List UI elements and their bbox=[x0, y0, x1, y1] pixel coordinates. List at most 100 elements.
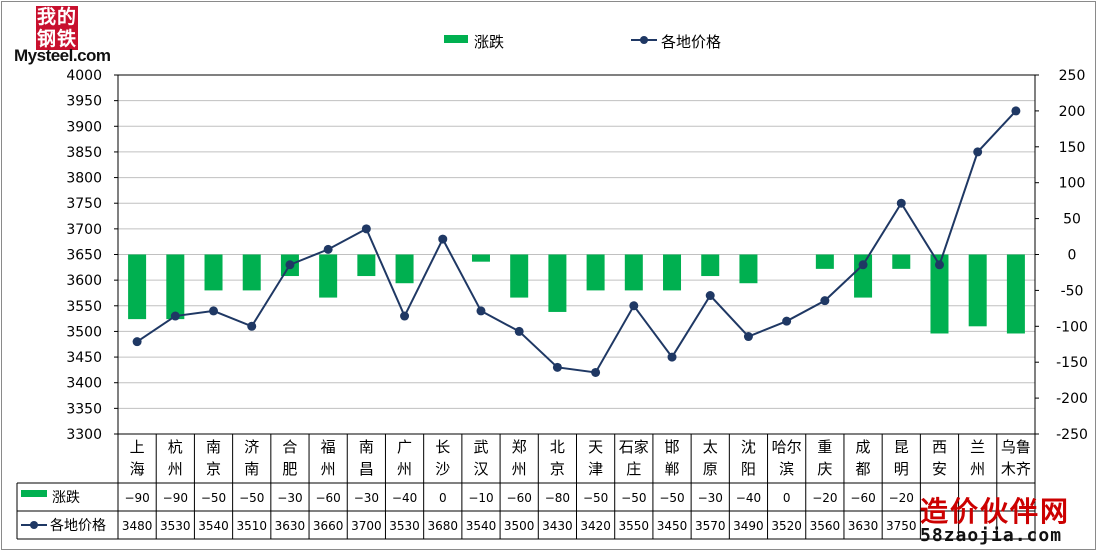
category-label-bottom: 汉 bbox=[473, 460, 488, 478]
category-label-top: 杭 bbox=[168, 438, 183, 456]
category-label-bottom: 庆 bbox=[817, 460, 832, 478]
bar-21 bbox=[930, 254, 949, 334]
y-right-tick-label: 0 bbox=[1068, 248, 1077, 264]
table-change-cell: 0 bbox=[783, 491, 791, 505]
bar-0 bbox=[128, 254, 147, 320]
category-label-bottom: 南 bbox=[244, 460, 259, 478]
table-price-cell: 3750 bbox=[886, 519, 917, 533]
category-label-bottom: 京 bbox=[206, 460, 221, 478]
legend-label-change: 涨跌 bbox=[474, 33, 504, 51]
table-price-cell: 3550 bbox=[619, 519, 650, 533]
category-label-top: 郑 bbox=[512, 438, 527, 456]
price-point-23 bbox=[1011, 106, 1021, 116]
bar-1 bbox=[166, 254, 185, 320]
category-label-bottom: 州 bbox=[970, 460, 985, 478]
price-point-16 bbox=[743, 332, 753, 342]
category-label-bottom: 州 bbox=[397, 460, 412, 478]
table-price-cell: 3530 bbox=[160, 519, 191, 533]
y-right-tick-label: -100 bbox=[1056, 319, 1088, 335]
category-label-top: 乌鲁 bbox=[1001, 438, 1031, 456]
y-left-tick-label: 3650 bbox=[66, 248, 102, 264]
category-label-top: 成 bbox=[856, 438, 871, 456]
category-label-top: 南 bbox=[359, 438, 374, 456]
table-price-cell: 3530 bbox=[389, 519, 420, 533]
bar-9 bbox=[471, 254, 490, 262]
y-left-tick-label: 3700 bbox=[66, 222, 102, 238]
price-point-5 bbox=[323, 244, 333, 254]
table-change-cell: −50 bbox=[621, 491, 646, 505]
table-price-cell: 3660 bbox=[313, 519, 344, 533]
logo-chinese: 我的 钢铁 bbox=[36, 6, 79, 50]
category-label-top: 济 bbox=[244, 438, 259, 456]
table-change-cell: −10 bbox=[468, 491, 493, 505]
y-right-tick-label: 200 bbox=[1059, 104, 1086, 120]
bar-6 bbox=[357, 254, 376, 277]
y-left-tick-label: 3950 bbox=[66, 94, 102, 110]
y-left-tick-label: 3300 bbox=[66, 427, 102, 443]
table-price-cell: 3510 bbox=[236, 519, 267, 533]
price-point-18 bbox=[820, 296, 830, 306]
table-price-cell: 3540 bbox=[466, 519, 497, 533]
price-point-19 bbox=[858, 260, 868, 270]
watermark-chinese: 造价伙伴网 bbox=[920, 495, 1071, 528]
category-label-top: 兰 bbox=[970, 438, 985, 456]
table-price-cell: 3450 bbox=[657, 519, 688, 533]
table-row-header-change: 涨跌 bbox=[52, 490, 80, 506]
category-label-top: 邯 bbox=[665, 438, 680, 456]
y-left-tick-label: 3400 bbox=[66, 376, 102, 392]
category-label-bottom: 安 bbox=[932, 460, 947, 478]
category-label-top: 天 bbox=[588, 438, 603, 456]
category-label-top: 南 bbox=[206, 438, 221, 456]
category-label-bottom: 阳 bbox=[741, 460, 756, 478]
category-label-top: 上 bbox=[130, 438, 145, 456]
category-label-bottom: 州 bbox=[168, 460, 183, 478]
bar-23 bbox=[1006, 254, 1025, 334]
table-change-cell: −30 bbox=[277, 491, 302, 505]
category-label-bottom: 都 bbox=[856, 460, 871, 478]
price-point-2 bbox=[209, 306, 219, 316]
bar-7 bbox=[395, 254, 414, 284]
category-label-bottom: 沙 bbox=[435, 460, 450, 478]
bar-19 bbox=[854, 254, 873, 298]
table-legend-line-marker bbox=[30, 521, 38, 529]
price-point-7 bbox=[400, 311, 410, 321]
table-price-cell: 3560 bbox=[810, 519, 841, 533]
price-point-11 bbox=[552, 362, 562, 372]
category-label-top: 北 bbox=[550, 438, 565, 456]
table-change-cell: −20 bbox=[812, 491, 837, 505]
bar-3 bbox=[242, 254, 261, 291]
watermark-url: 58zaojia.com bbox=[920, 525, 1063, 546]
table-price-cell: 3570 bbox=[695, 519, 726, 533]
category-label-bottom: 庄 bbox=[626, 460, 641, 478]
price-point-3 bbox=[247, 321, 257, 331]
bar-2 bbox=[204, 254, 223, 291]
table-price-cell: 3500 bbox=[504, 519, 535, 533]
bar-13 bbox=[624, 254, 643, 291]
bar-16 bbox=[739, 254, 758, 284]
table-price-cell: 3680 bbox=[427, 519, 458, 533]
price-point-10 bbox=[514, 326, 524, 336]
bar-18 bbox=[815, 254, 834, 269]
y-right-tick-label: -150 bbox=[1056, 355, 1088, 371]
mysteel-logo: 我的 钢铁 Mysteel.com bbox=[14, 6, 140, 65]
price-point-1 bbox=[170, 311, 180, 321]
category-label-top: 石家 bbox=[619, 438, 649, 456]
y-right-tick-label: -250 bbox=[1056, 427, 1088, 443]
table-change-cell: −50 bbox=[201, 491, 226, 505]
table-price-cell: 3540 bbox=[198, 519, 229, 533]
y-right-tick-label: 50 bbox=[1063, 212, 1081, 228]
table-legend-bar-swatch bbox=[21, 490, 47, 497]
table-change-cell: −40 bbox=[736, 491, 761, 505]
table-price-cell: 3630 bbox=[275, 519, 306, 533]
category-label-bottom: 昌 bbox=[359, 460, 374, 478]
bar-15 bbox=[701, 254, 720, 277]
table-change-cell: −50 bbox=[583, 491, 608, 505]
table-change-cell: −30 bbox=[698, 491, 723, 505]
category-label-bottom: 津 bbox=[588, 460, 603, 478]
price-point-6 bbox=[361, 224, 371, 234]
table-change-cell: −90 bbox=[124, 491, 149, 505]
price-point-13 bbox=[629, 301, 639, 311]
legend-label-price: 各地价格 bbox=[661, 33, 721, 51]
table-price-cell: 3700 bbox=[351, 519, 382, 533]
